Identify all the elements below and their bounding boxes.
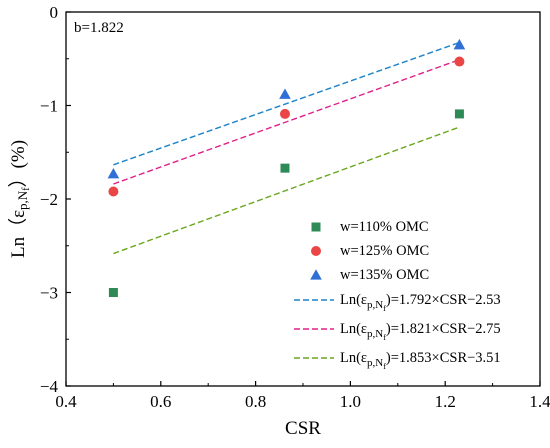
y-axis-title-main: Ln（ε bbox=[7, 210, 29, 258]
x-tick-label: 0.4 bbox=[55, 392, 77, 411]
x-tick-label: 1.2 bbox=[435, 392, 456, 411]
b-value-annotation: b=1.822 bbox=[74, 20, 124, 36]
y-tick-label: −3 bbox=[40, 284, 58, 303]
fit-line bbox=[113, 126, 460, 255]
legend-fit-suffix: )=1.792×CSR−2.53 bbox=[386, 292, 501, 308]
legend-fit-prefix: Ln(ε bbox=[340, 292, 367, 308]
legend-fit-prefix: Ln(ε bbox=[340, 321, 367, 337]
legend-fit-sub: p,N bbox=[367, 299, 383, 311]
data-point bbox=[453, 38, 466, 50]
legend-label: w=135% OMC bbox=[340, 267, 429, 283]
legend-fit-suffix: )=1.853×CSR−3.51 bbox=[386, 350, 501, 366]
y-tick-label: −4 bbox=[40, 377, 59, 396]
legend-fit-subsub: f bbox=[383, 362, 386, 371]
x-axis-title: CSR bbox=[285, 418, 321, 439]
fit-lines bbox=[113, 41, 460, 255]
y-tick-label: −1 bbox=[40, 97, 58, 116]
y-tick-label: 0 bbox=[50, 3, 59, 22]
data-point bbox=[280, 163, 290, 173]
axis-ticks: 0.4 0.6 0.8 1.0 1.2 1.4 −4 −3 −2 −1 0 bbox=[40, 3, 550, 411]
legend-marker bbox=[311, 246, 321, 256]
x-tick-label: 0.6 bbox=[150, 392, 171, 411]
y-axis-title-subsub: f bbox=[21, 187, 32, 191]
legend-marker bbox=[311, 222, 321, 232]
legend-fit-label: Ln(εp,Nf)=1.821×CSR−2.75 bbox=[340, 321, 501, 342]
legend-fit-suffix: )=1.821×CSR−2.75 bbox=[386, 321, 501, 337]
x-tick-label: 1.0 bbox=[340, 392, 361, 411]
legend-label: w=125% OMC bbox=[340, 243, 429, 259]
data-point bbox=[107, 167, 120, 179]
y-axis-title: Ln（εp,Nf）(%) bbox=[7, 140, 32, 258]
x-tick-label: 1.4 bbox=[529, 392, 550, 411]
x-tick-label: 0.8 bbox=[245, 392, 266, 411]
y-axis-title-sub: p,N bbox=[15, 190, 30, 210]
legend-fit-sub: p,N bbox=[367, 357, 383, 369]
fit-line bbox=[113, 41, 460, 166]
legend-fit-label: Ln(εp,Nf)=1.792×CSR−2.53 bbox=[340, 292, 501, 313]
legend-fit-subsub: f bbox=[383, 304, 386, 313]
y-tick-label: −2 bbox=[40, 190, 58, 209]
data-point bbox=[279, 88, 291, 99]
legend-fit-prefix: Ln(ε bbox=[340, 350, 367, 366]
data-points bbox=[107, 38, 466, 297]
fit-line bbox=[113, 59, 460, 185]
legend-label: w=110% OMC bbox=[340, 219, 429, 235]
data-point bbox=[454, 56, 465, 67]
data-point bbox=[279, 108, 290, 119]
legend-marker bbox=[310, 269, 322, 280]
data-point bbox=[454, 109, 464, 119]
legend-fit-label: Ln(εp,Nf)=1.853×CSR−3.51 bbox=[340, 350, 501, 371]
data-point bbox=[108, 288, 118, 297]
data-point bbox=[108, 186, 119, 197]
legend-fit-subsub: f bbox=[383, 333, 386, 342]
legend-fit-sub: p,N bbox=[367, 328, 383, 340]
y-axis-title-suffix: ）(%) bbox=[7, 140, 29, 187]
